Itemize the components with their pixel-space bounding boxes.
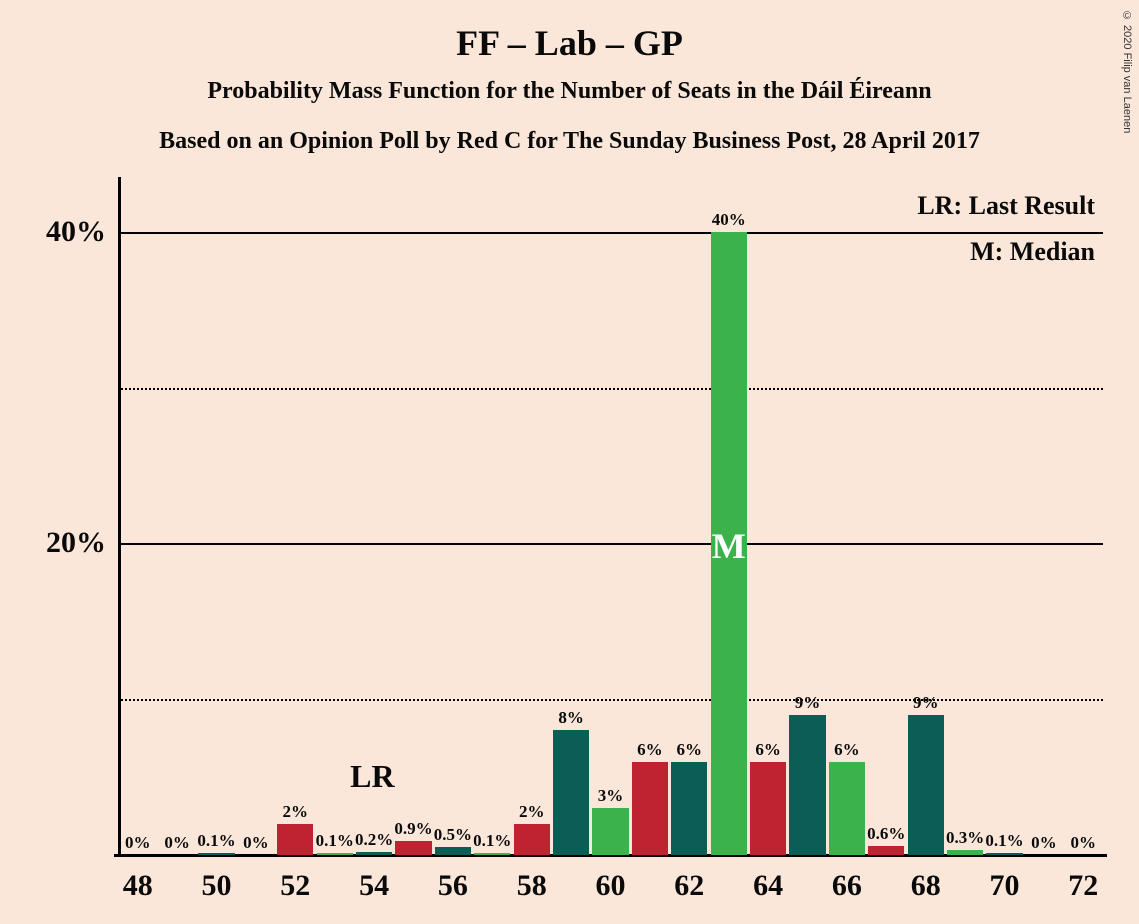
bar — [632, 762, 668, 855]
bar — [474, 853, 510, 855]
x-tick-label: 64 — [753, 855, 783, 903]
x-tick-label: 50 — [202, 855, 232, 903]
bar-value-label: 0.1% — [316, 831, 354, 851]
bar-value-label: 2% — [283, 802, 309, 822]
x-tick-label: 60 — [596, 855, 626, 903]
bar — [829, 762, 865, 855]
chart-container: FF – Lab – GP Probability Mass Function … — [0, 0, 1139, 924]
bar — [750, 762, 786, 855]
bar-value-label: 6% — [677, 740, 703, 760]
bar-value-label: 0.1% — [197, 831, 235, 851]
bar — [947, 850, 983, 855]
legend-last-result: LR: Last Result — [917, 191, 1095, 221]
bar — [198, 853, 234, 855]
chart-subtitle-2: Based on an Opinion Poll by Red C for Th… — [0, 128, 1139, 155]
bar — [395, 841, 431, 855]
y-axis — [118, 177, 121, 855]
bar — [435, 847, 471, 855]
gridline-major — [118, 543, 1103, 545]
gridline-major — [118, 232, 1103, 234]
x-tick-label: 56 — [438, 855, 468, 903]
bar-value-label: 0.1% — [473, 831, 511, 851]
copyright-text: © 2020 Filip van Laenen — [1121, 10, 1133, 133]
median-marker: M — [712, 525, 746, 567]
x-tick-label: 68 — [911, 855, 941, 903]
bar-value-label: 0.1% — [985, 831, 1023, 851]
bar-value-label: 0.2% — [355, 830, 393, 850]
bar-value-label: 0% — [1031, 833, 1057, 853]
bar — [317, 853, 353, 855]
y-tick-label: 40% — [46, 215, 118, 249]
bar-value-label: 0% — [125, 833, 151, 853]
bar — [986, 853, 1022, 855]
gridline-minor — [118, 699, 1103, 701]
bar-value-label: 6% — [637, 740, 663, 760]
bar — [277, 824, 313, 855]
chart-subtitle-1: Probability Mass Function for the Number… — [0, 78, 1139, 105]
x-tick-label: 70 — [990, 855, 1020, 903]
bar-value-label: 0% — [243, 833, 269, 853]
last-result-marker: LR — [350, 758, 394, 795]
bar — [671, 762, 707, 855]
bar — [592, 808, 628, 855]
plot-area: LR LR: Last Result M: Median 20%40%48505… — [118, 185, 1103, 855]
chart-title: FF – Lab – GP — [0, 22, 1139, 64]
bar-value-label: 0.9% — [394, 819, 432, 839]
bar — [553, 730, 589, 855]
x-tick-label: 66 — [832, 855, 862, 903]
bar-value-label: 9% — [795, 693, 821, 713]
bar — [356, 852, 392, 855]
bar — [868, 846, 904, 855]
x-tick-label: 58 — [517, 855, 547, 903]
bar-value-label: 0.3% — [946, 828, 984, 848]
bar-value-label: 2% — [519, 802, 545, 822]
bar-value-label: 0.6% — [867, 824, 905, 844]
x-tick-label: 52 — [280, 855, 310, 903]
x-tick-label: 54 — [359, 855, 389, 903]
bar-value-label: 0% — [1071, 833, 1097, 853]
bar — [789, 715, 825, 855]
bar-value-label: 3% — [598, 786, 624, 806]
bar — [514, 824, 550, 855]
x-tick-label: 48 — [123, 855, 153, 903]
gridline-minor — [118, 388, 1103, 390]
x-tick-label: 62 — [674, 855, 704, 903]
bar-value-label: 0% — [164, 833, 190, 853]
bar-value-label: 40% — [712, 210, 746, 230]
x-tick-label: 72 — [1068, 855, 1098, 903]
y-tick-label: 20% — [46, 526, 118, 560]
bar-value-label: 8% — [558, 708, 584, 728]
bar-value-label: 0.5% — [434, 825, 472, 845]
bar-value-label: 6% — [834, 740, 860, 760]
bar-value-label: 9% — [913, 693, 939, 713]
bar-value-label: 6% — [755, 740, 781, 760]
bar — [908, 715, 944, 855]
legend-median: M: Median — [970, 237, 1095, 267]
